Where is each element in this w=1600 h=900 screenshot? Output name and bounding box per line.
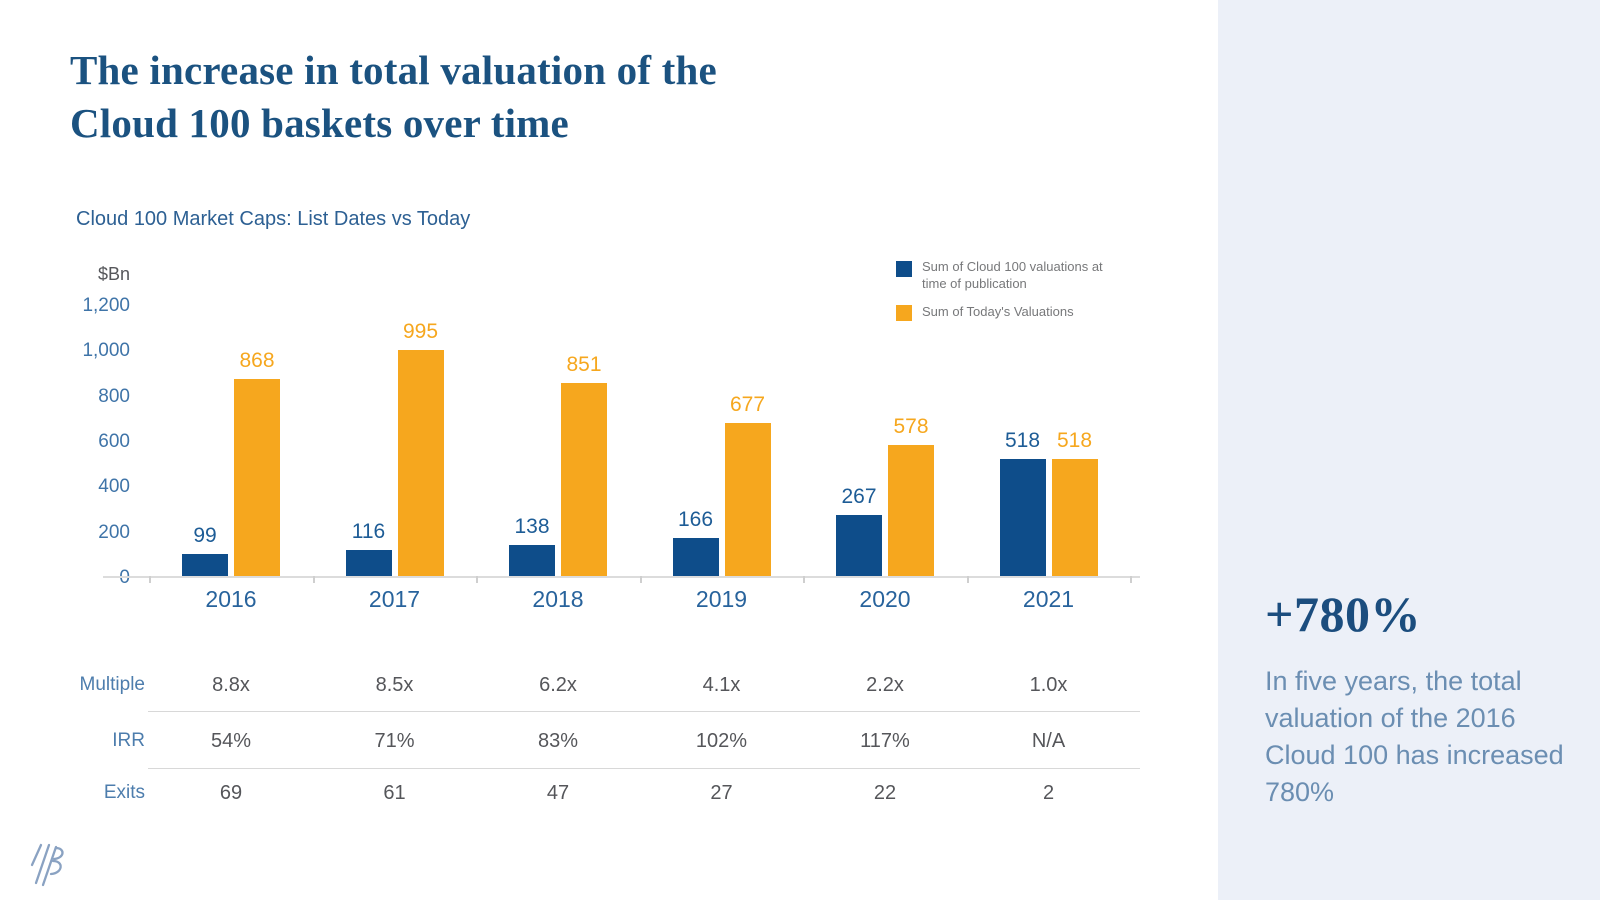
bar-2019-series-0 [672, 538, 719, 576]
table-cell: 83% [537, 730, 579, 752]
bar-value-label: 166 [677, 508, 714, 532]
table-row-label-exits: Exits [103, 782, 145, 803]
x-axis-tick [476, 576, 479, 583]
y-axis-tick-label: 800 [98, 385, 130, 407]
x-axis-tick [639, 576, 642, 583]
legend-label: Sum of Today's Valuations [922, 304, 1074, 319]
x-axis-tick [1130, 576, 1133, 583]
page-title-line-1: The increase in total valuation of the [70, 47, 717, 93]
table-cell: 47 [546, 782, 570, 804]
bar-2019-series-1 [724, 422, 771, 576]
table-cell: 2.2x [866, 674, 904, 696]
table-cell: 69 [219, 782, 243, 804]
x-axis-label-2019: 2019 [695, 586, 748, 612]
y-axis-tick-label: 1,200 [82, 295, 130, 316]
y-axis-unit-label: $Bn [97, 264, 130, 284]
bar-2020-series-0 [836, 515, 882, 576]
bar-value-label: 138 [514, 514, 550, 538]
table-cell: 4.1x [702, 674, 741, 696]
x-axis-tick [312, 576, 315, 583]
page-title-line-2: Cloud 100 baskets over time [70, 100, 569, 146]
x-axis-label-2017: 2017 [368, 586, 421, 612]
bar-2021-series-0 [999, 458, 1046, 576]
x-axis-tick [803, 576, 806, 583]
table-cell: 8.5x [375, 674, 414, 696]
legend-label: Sum of Cloud 100 valuations at time of p… [922, 259, 1103, 291]
table-row-label-multiple: Multiple [79, 674, 145, 695]
table-cell: 61 [383, 782, 406, 804]
chart-title: Cloud 100 Market Caps: List Dates vs Tod… [76, 208, 471, 230]
table-row-divider [148, 711, 1140, 712]
table-cell: 8.8x [212, 674, 250, 696]
table-cell: 102% [695, 730, 748, 752]
page-title: The increase in total valuation of the C… [70, 44, 717, 150]
legend-swatch [896, 261, 912, 277]
stat-description: In five years, the total valuation of th… [1265, 666, 1564, 807]
highlight-sidebar: +780% In five years, the total valuation… [1218, 0, 1600, 900]
y-axis-tick-label: 200 [98, 521, 130, 543]
y-axis-tick-label: 400 [98, 476, 130, 498]
table-row-divider [148, 768, 1140, 769]
x-axis-label-2020: 2020 [859, 586, 911, 612]
table-cell: 1.0x [1029, 674, 1068, 696]
bar-2016-series-1 [234, 379, 280, 576]
x-axis-line [103, 576, 1140, 578]
bar-2016-series-0 [182, 553, 228, 576]
x-axis-label-2021: 2021 [1022, 586, 1075, 612]
bar-value-label: 868 [239, 349, 275, 373]
table-cell: 27 [710, 782, 733, 804]
x-axis-label-2016: 2016 [205, 586, 257, 612]
x-axis-label-2018: 2018 [532, 586, 584, 612]
x-axis-tick [149, 576, 152, 583]
table-cell: 54% [210, 730, 252, 752]
x-axis-tick [966, 576, 969, 583]
stat-headline: +780% [1265, 586, 1421, 642]
bar-2018-series-0 [509, 544, 555, 576]
bar-2017-series-0 [345, 549, 392, 576]
table-cell: 117% [860, 730, 910, 752]
bar-2018-series-1 [561, 383, 607, 576]
bar-value-label: 851 [566, 353, 602, 377]
bar-value-label: 677 [729, 392, 766, 416]
y-axis-tick-label: 0 [0, 566, 130, 590]
table-cell: 2 [1042, 782, 1055, 804]
table-cell: 22 [873, 782, 897, 804]
table-cell: 71% [374, 730, 415, 752]
bar-value-label: 995 [402, 320, 439, 344]
bar-value-label: 267 [841, 485, 877, 509]
bar-2020-series-1 [888, 444, 934, 576]
bar-value-label: 518 [1004, 428, 1041, 452]
table-row-label-irr: IRR [112, 730, 145, 751]
bar-2021-series-1 [1051, 458, 1098, 576]
bessemer-logo-icon [26, 840, 68, 893]
table-cell: N/A [1031, 730, 1066, 752]
bar-value-label: 116 [351, 519, 386, 543]
legend-swatch [896, 305, 912, 321]
bar-value-label: 99 [193, 523, 217, 547]
bar-value-label: 518 [1056, 428, 1093, 452]
y-axis-tick-label: 600 [98, 431, 130, 452]
bar-2017-series-1 [397, 350, 444, 576]
y-axis-tick-label: 1,000 [82, 340, 130, 362]
table-cell: 6.2x [539, 674, 577, 696]
bar-value-label: 578 [893, 414, 929, 438]
